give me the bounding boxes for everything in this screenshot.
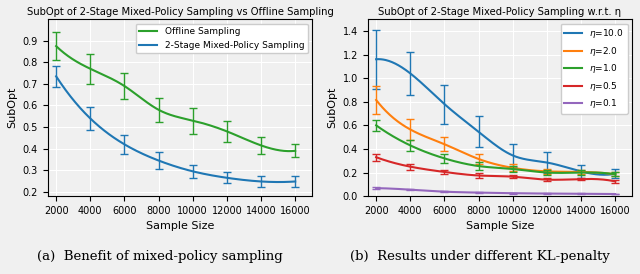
Title: SubOpt of 2-Stage Mixed-Policy Sampling vs Offline Sampling: SubOpt of 2-Stage Mixed-Policy Sampling … bbox=[26, 7, 333, 17]
Text: (b)  Results under different KL-penalty: (b) Results under different KL-penalty bbox=[350, 250, 610, 263]
X-axis label: Sample Size: Sample Size bbox=[146, 221, 214, 232]
Text: (a)  Benefit of mixed-policy sampling: (a) Benefit of mixed-policy sampling bbox=[37, 250, 283, 263]
Legend: Offline Sampling, 2-Stage Mixed-Policy Sampling: Offline Sampling, 2-Stage Mixed-Policy S… bbox=[136, 24, 308, 53]
Title: SubOpt of 2-Stage Mixed-Policy Sampling w.r.t. η: SubOpt of 2-Stage Mixed-Policy Sampling … bbox=[378, 7, 621, 17]
Y-axis label: SubOpt: SubOpt bbox=[7, 87, 17, 128]
X-axis label: Sample Size: Sample Size bbox=[466, 221, 534, 232]
Y-axis label: SubOpt: SubOpt bbox=[327, 87, 337, 128]
Legend: $\eta$=10.0, $\eta$=2.0, $\eta$=1.0, $\eta$=0.5, $\eta$=0.1: $\eta$=10.0, $\eta$=2.0, $\eta$=1.0, $\e… bbox=[561, 24, 628, 114]
